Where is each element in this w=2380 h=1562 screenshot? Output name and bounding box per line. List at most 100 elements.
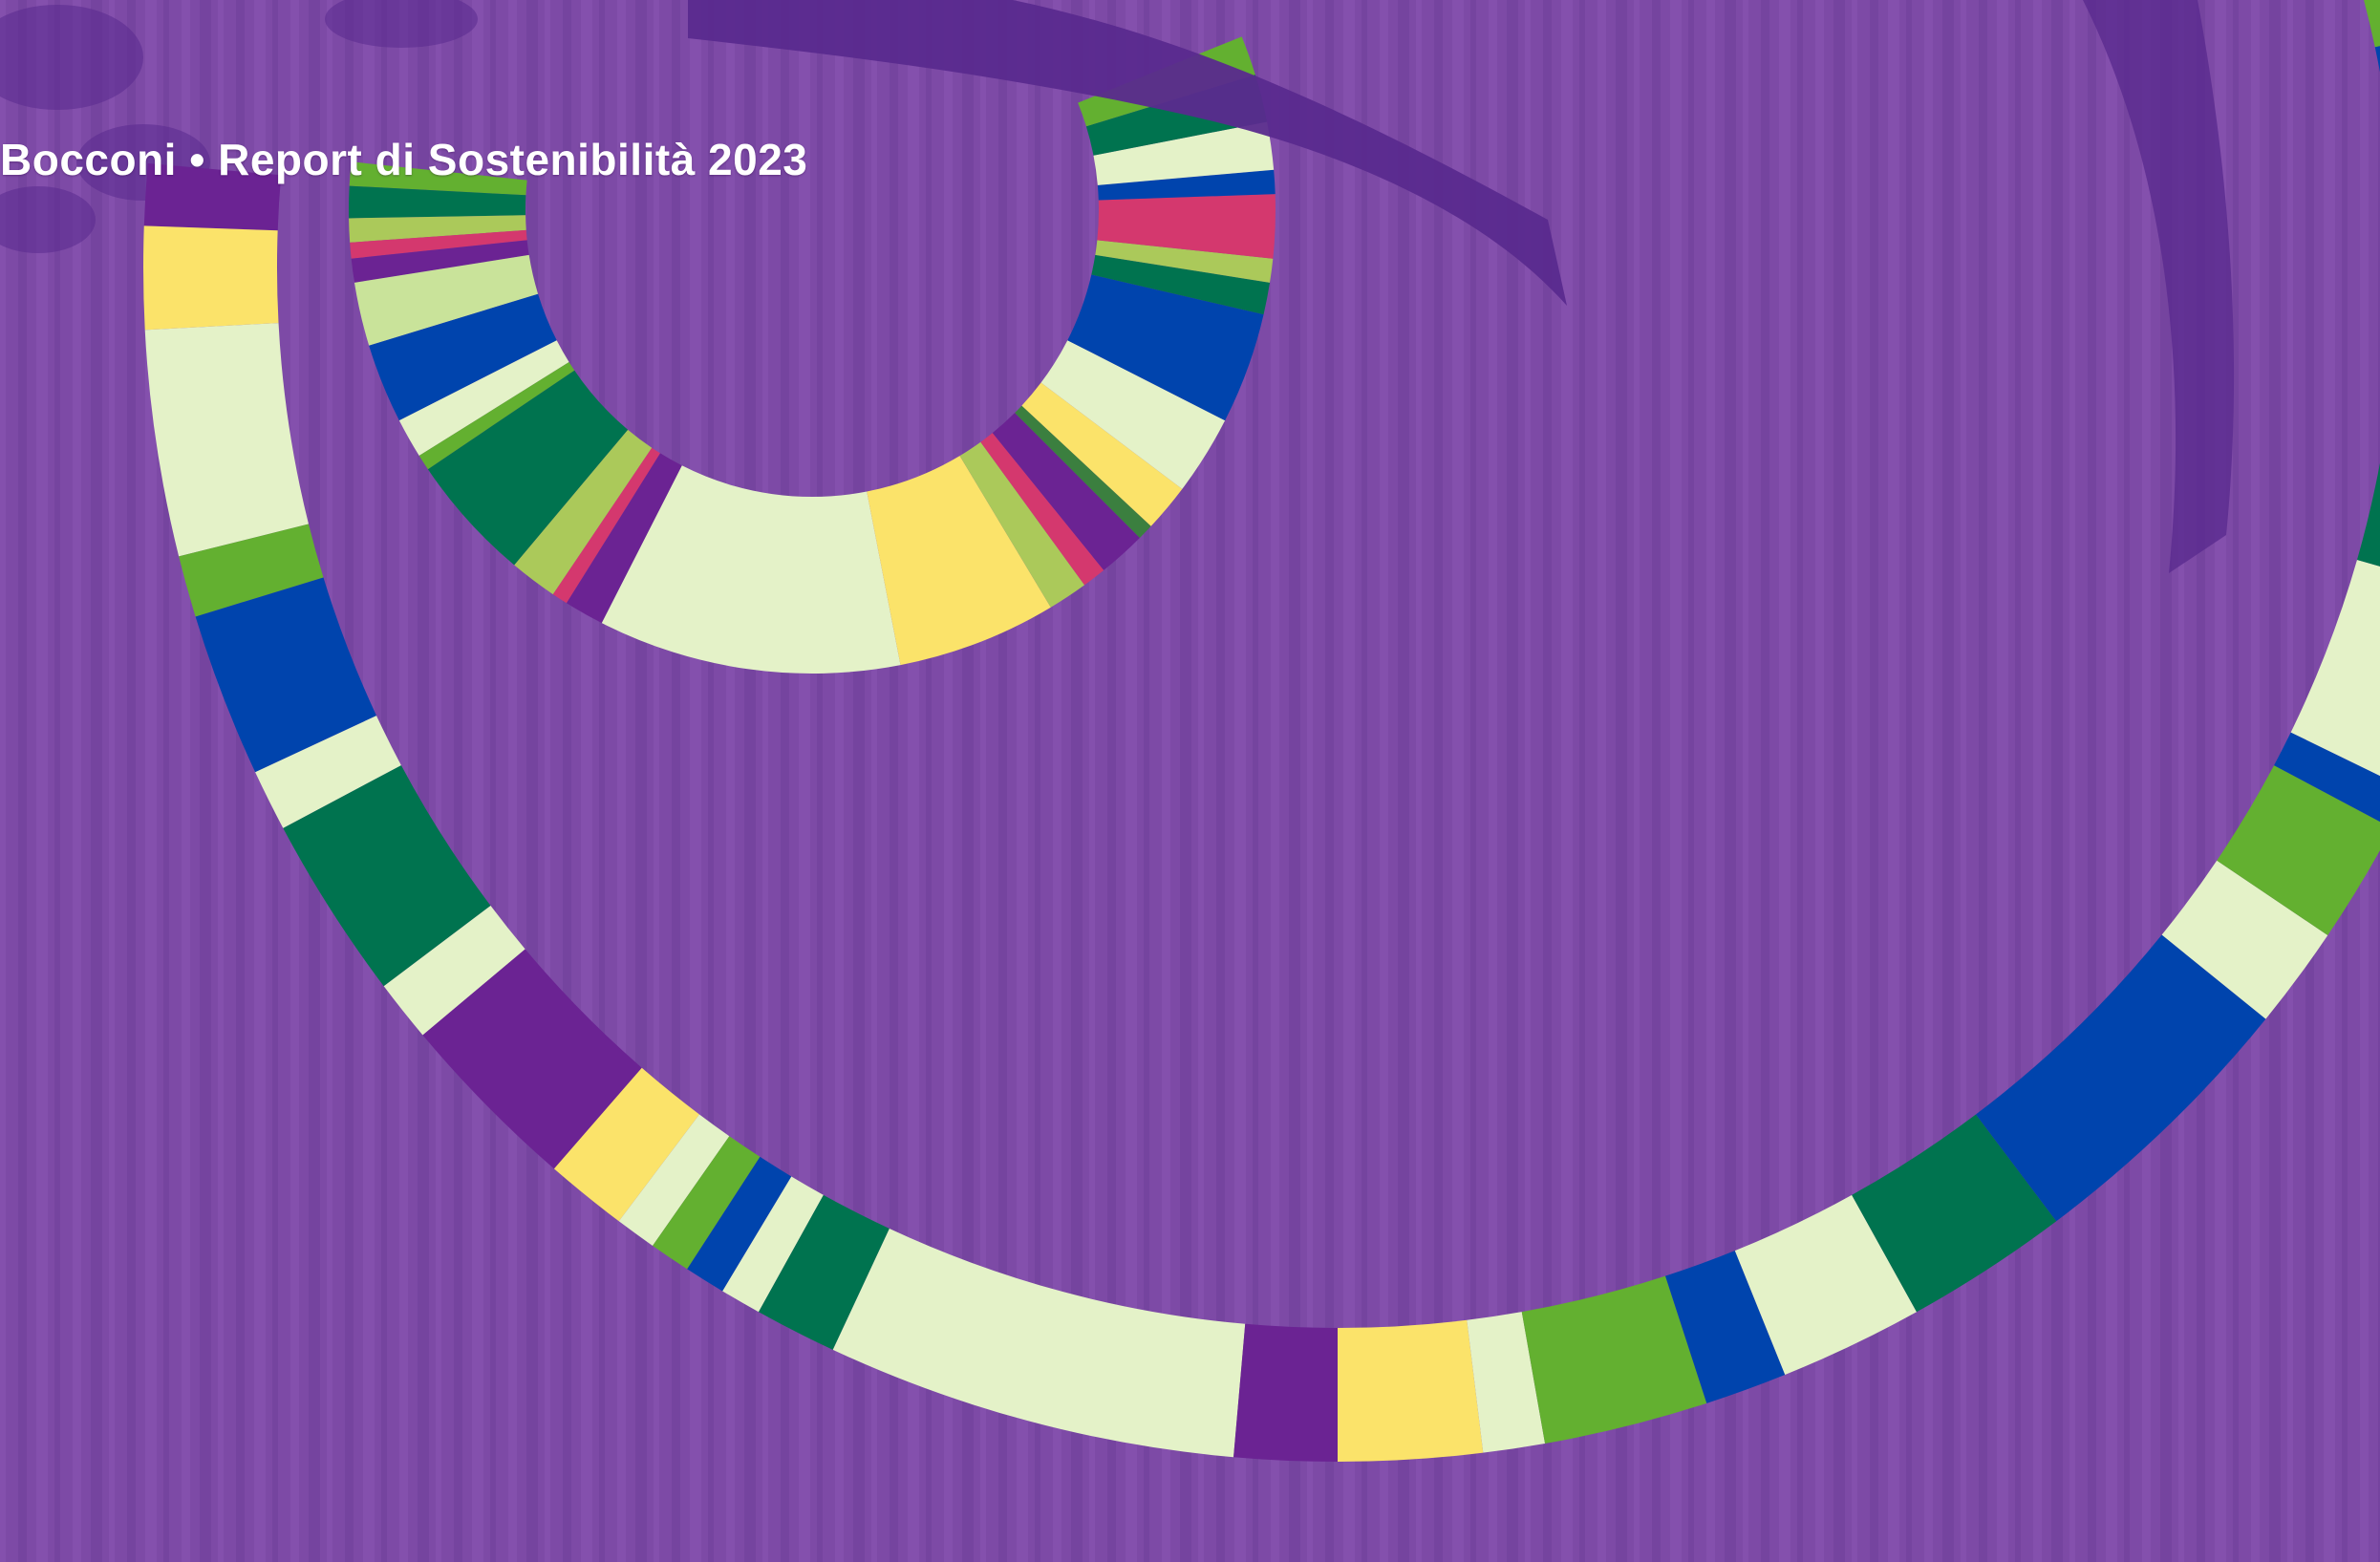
- background-stripe: [2088, 0, 2096, 1562]
- background-stripe: [1725, 0, 1736, 1562]
- outer-arc-segment: [2374, 46, 2380, 73]
- background-stripe: [2142, 0, 2151, 1562]
- background-stripe: [1888, 0, 1899, 1562]
- outer-arc-segment: [832, 1229, 1246, 1458]
- background-stripe: [2251, 0, 2260, 1562]
- purple-swoosh: [688, 0, 2235, 573]
- background-stripe: [526, 0, 538, 1562]
- background-stripe: [2015, 0, 2021, 1562]
- background-stripe: [980, 0, 986, 1562]
- inner-arc-segment: [351, 240, 529, 283]
- background-stripe: [853, 0, 865, 1562]
- background-stripe: [1434, 0, 1443, 1562]
- background-stripe: [1416, 0, 1422, 1562]
- outer-arc-segment: [143, 163, 282, 231]
- inner-arc-segment: [1067, 274, 1264, 421]
- background-stripe: [654, 0, 659, 1562]
- inner-arc-segment: [1097, 194, 1276, 259]
- background-stripe: [1634, 0, 1640, 1562]
- background-stripe: [871, 0, 877, 1562]
- background-stripe: [1144, 0, 1149, 1562]
- outer-spiral-arc: [143, 0, 2380, 1462]
- outer-arc-segment: [2357, 462, 2380, 567]
- outer-arc-segment: [1976, 934, 2266, 1222]
- background-stripe: [998, 0, 1007, 1562]
- outer-arc-segment: [1467, 1312, 1546, 1453]
- background-stripe: [1906, 0, 1912, 1562]
- inner-arc-segment: [427, 370, 629, 566]
- background-stripe: [799, 0, 810, 1562]
- background-stripe: [1870, 0, 1878, 1562]
- inner-arc-segment: [1091, 254, 1271, 315]
- background-stripe: [54, 0, 60, 1562]
- outer-arc-segment: [2364, 0, 2380, 48]
- outer-arc-segment: [1338, 1319, 1484, 1462]
- background-stripe: [1543, 0, 1552, 1562]
- background-stripe: [599, 0, 605, 1562]
- inner-arc-segment: [1040, 340, 1226, 489]
- outer-arc-segment: [2217, 765, 2380, 935]
- outer-arc-segment: [758, 1194, 890, 1350]
- background-stripe: [508, 0, 517, 1562]
- background-stripe: [1362, 0, 1367, 1562]
- background-stripe: [563, 0, 571, 1562]
- background-stripe: [672, 0, 680, 1562]
- background-stripe: [1706, 0, 1715, 1562]
- inner-arc-segment: [354, 254, 539, 346]
- background-stripe: [1325, 0, 1334, 1562]
- background-stripe: [218, 0, 224, 1562]
- background-stripe: [1343, 0, 1355, 1562]
- background-stripe: [1452, 0, 1464, 1562]
- background-stripe: [182, 0, 190, 1562]
- outer-arc-segment: [383, 906, 525, 1036]
- background-stripe: [1961, 0, 1966, 1562]
- inner-arc-segment: [980, 433, 1104, 586]
- background-stripe: [2106, 0, 2117, 1562]
- background-stripe: [1053, 0, 1061, 1562]
- outer-arc-segment: [1852, 1114, 2057, 1313]
- inner-arc-segment: [566, 453, 682, 624]
- background-stripe: [1271, 0, 1279, 1562]
- background-stripe: [1216, 0, 1225, 1562]
- background-stripe: [617, 0, 626, 1562]
- background-stripe: [781, 0, 789, 1562]
- inner-arc-segment: [867, 456, 1051, 666]
- leaf-silhouette: [0, 186, 96, 253]
- background-stripe: [1924, 0, 1933, 1562]
- background-stripe: [1688, 0, 1694, 1562]
- inner-arc-segment: [349, 215, 526, 243]
- inner-arc-segment: [418, 361, 575, 470]
- background-stripe: [2233, 0, 2239, 1562]
- inner-arc-segment: [959, 441, 1085, 608]
- outer-arc-segment: [653, 1136, 761, 1270]
- leaf-silhouette: [0, 5, 143, 110]
- purple-swoosh-shape: [2083, 0, 2235, 573]
- background-stripe: [1670, 0, 1682, 1562]
- background-stripe: [2178, 0, 2184, 1562]
- background-stripe: [2160, 0, 2172, 1562]
- leaf-silhouettes: [0, 0, 478, 253]
- inner-arc-segment: [1021, 382, 1183, 526]
- background-stripe: [1997, 0, 2008, 1562]
- outer-arc-segment: [2161, 860, 2328, 1019]
- background-stripe: [1089, 0, 1095, 1562]
- inner-arc-segment: [1015, 405, 1151, 538]
- background-stripe: [1470, 0, 1476, 1562]
- outer-arc-segment: [195, 577, 376, 773]
- background-stripe: [1380, 0, 1388, 1562]
- inner-arc-segment: [992, 413, 1140, 570]
- background-stripe: [1398, 0, 1409, 1562]
- background-stripe: [1107, 0, 1116, 1562]
- background-stripe: [1815, 0, 1824, 1562]
- background-stripe: [926, 0, 932, 1562]
- background-stripe: [1489, 0, 1497, 1562]
- outer-arc-segment: [283, 765, 491, 987]
- inner-arc-segment: [552, 447, 661, 604]
- purple-swoosh-shape: [688, 0, 1567, 306]
- background-stripe: [163, 0, 169, 1562]
- leaf-silhouette: [325, 0, 478, 48]
- background-stripe: [1253, 0, 1258, 1562]
- outer-arc-segment: [2274, 732, 2380, 823]
- background-stripe: [109, 0, 115, 1562]
- outer-arc-segment: [722, 1176, 824, 1313]
